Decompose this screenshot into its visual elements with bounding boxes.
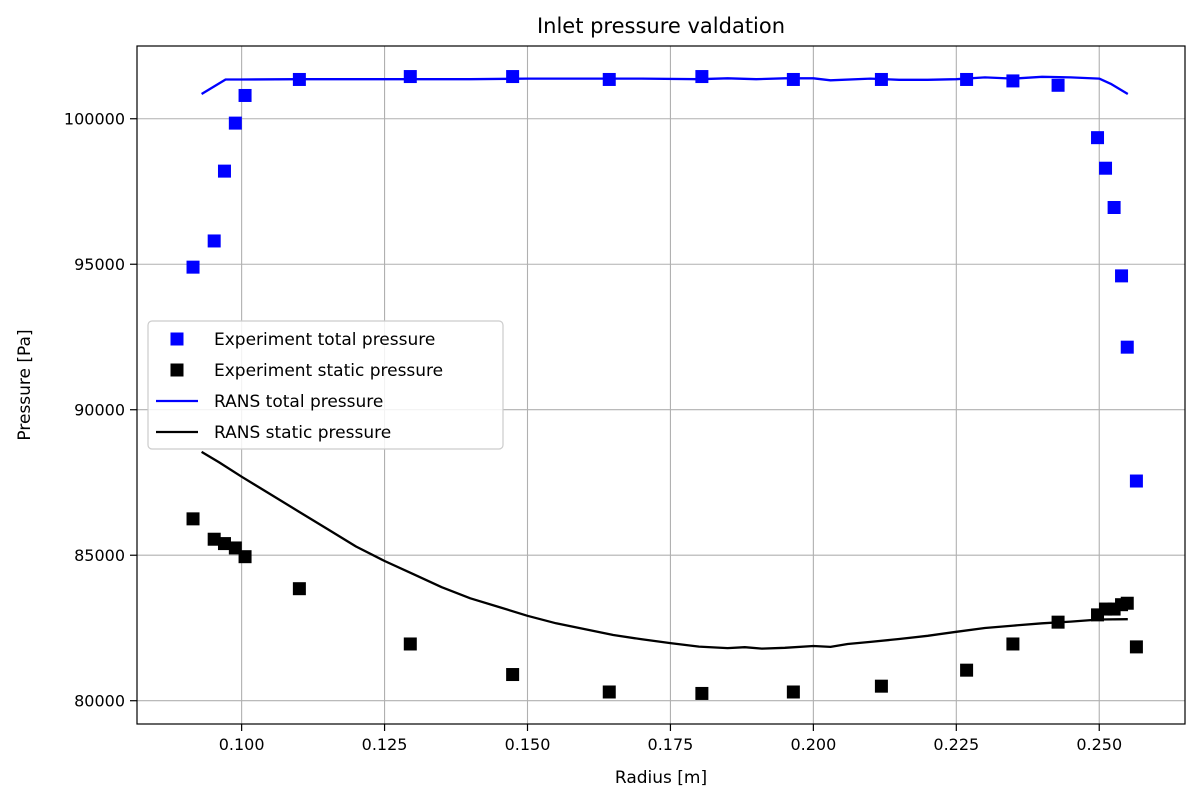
data-point xyxy=(1129,474,1143,488)
x-tick-label: 0.250 xyxy=(1076,735,1122,754)
data-point xyxy=(874,679,888,693)
data-point xyxy=(403,70,417,84)
series-rans-total-pressure xyxy=(201,75,1129,95)
series-experiment-total-pressure xyxy=(186,70,1143,488)
data-point xyxy=(874,72,888,86)
data-point xyxy=(695,686,709,700)
y-tick-label: 95000 xyxy=(74,255,125,274)
chart-title: Inlet pressure valdation xyxy=(537,14,785,38)
data-point xyxy=(602,72,616,86)
legend-box xyxy=(147,320,504,450)
line-rans-total-pressure xyxy=(201,75,1129,95)
data-point xyxy=(1051,78,1065,92)
x-axis-label: Radius [m] xyxy=(615,768,707,788)
data-point xyxy=(1099,161,1113,175)
data-point xyxy=(207,532,221,546)
data-point xyxy=(238,88,252,102)
data-point xyxy=(960,72,974,86)
data-point xyxy=(960,663,974,677)
series-experiment-static-pressure xyxy=(186,512,1143,700)
data-point xyxy=(186,512,200,526)
data-point xyxy=(1115,269,1129,283)
x-tick-label: 0.225 xyxy=(933,735,979,754)
data-point xyxy=(217,164,231,178)
data-point xyxy=(238,550,252,564)
x-tick-label: 0.200 xyxy=(790,735,836,754)
data-point xyxy=(786,685,800,699)
x-tick-label: 0.125 xyxy=(362,735,408,754)
legend-label: RANS static pressure xyxy=(214,423,391,443)
data-point xyxy=(1006,637,1020,651)
legend-item: Experiment total pressure xyxy=(170,330,435,350)
data-point xyxy=(403,637,417,651)
x-tick-label: 0.175 xyxy=(648,735,694,754)
x-axis-ticks: 0.100 0.125 0.150 0.175 0.200 0.225 0.250 xyxy=(219,724,1122,754)
legend-marker-swatch xyxy=(170,332,184,346)
data-point xyxy=(786,72,800,86)
plot-frame xyxy=(136,45,1186,725)
y-axis-label: Pressure [Pa] xyxy=(15,329,35,440)
x-tick-label: 0.100 xyxy=(219,735,265,754)
y-axis-ticks: 80000 85000 90000 95000 100000 xyxy=(64,110,137,711)
data-point xyxy=(1120,596,1134,610)
data-point xyxy=(1006,74,1020,88)
legend-marker-swatch xyxy=(170,363,184,377)
data-point xyxy=(695,70,709,84)
data-point xyxy=(506,668,520,682)
series-rans-static-pressure xyxy=(201,450,1128,650)
data-point xyxy=(602,685,616,699)
data-point xyxy=(1107,200,1121,214)
data-point xyxy=(292,582,306,596)
x-tick-label: 0.150 xyxy=(505,735,551,754)
legend: Experiment total pressure Experiment stat… xyxy=(147,320,504,450)
data-point xyxy=(506,70,520,84)
line-rans-static-pressure xyxy=(201,450,1128,650)
data-point xyxy=(186,260,200,274)
data-point xyxy=(1129,640,1143,654)
data-point xyxy=(1091,131,1105,145)
y-tick-label: 90000 xyxy=(74,401,125,420)
y-tick-label: 100000 xyxy=(64,110,125,129)
data-point xyxy=(1120,340,1134,354)
legend-item: RANS total pressure xyxy=(156,392,383,412)
grid-lines xyxy=(137,46,1185,724)
legend-label: Experiment static pressure xyxy=(214,361,443,381)
data-point xyxy=(228,116,242,130)
legend-item: Experiment static pressure xyxy=(170,361,443,381)
legend-item: RANS static pressure xyxy=(156,423,391,443)
y-tick-label: 80000 xyxy=(74,692,125,711)
data-point xyxy=(217,537,231,551)
legend-label: Experiment total pressure xyxy=(214,330,435,350)
legend-label: RANS total pressure xyxy=(214,392,383,412)
data-point xyxy=(207,234,221,248)
data-point xyxy=(1051,615,1065,629)
data-point xyxy=(292,72,306,86)
series-layer xyxy=(186,70,1143,700)
y-tick-label: 85000 xyxy=(74,546,125,565)
